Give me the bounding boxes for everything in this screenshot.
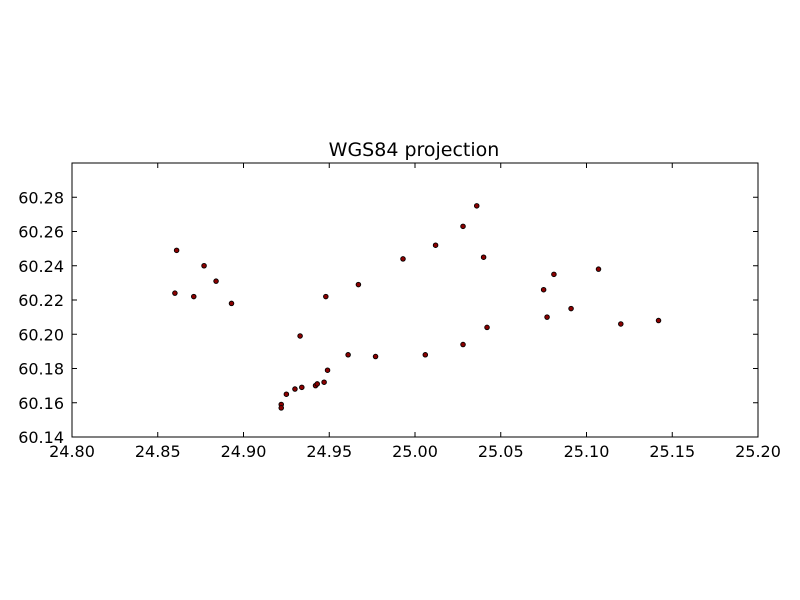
- data-point: [283, 391, 290, 397]
- data-point: [544, 314, 550, 320]
- data-point: [595, 266, 602, 272]
- data-point: [432, 242, 439, 248]
- data-point: [172, 290, 178, 296]
- data-point: [655, 317, 662, 324]
- chart-title: WGS84 projection: [329, 139, 500, 161]
- data-point: [568, 305, 574, 312]
- data-point: [422, 352, 429, 358]
- data-point: [323, 293, 329, 300]
- data-point: [213, 278, 219, 284]
- data-point: [201, 263, 207, 269]
- data-point: [299, 384, 305, 391]
- data-point: [321, 379, 327, 385]
- y-tick-label: 60.16: [18, 394, 64, 413]
- data-point: [292, 386, 298, 392]
- data-point: [460, 223, 466, 230]
- data-point: [484, 324, 490, 331]
- y-tick-label: 60.28: [18, 188, 64, 207]
- data-point: [355, 281, 362, 288]
- x-tick-label: 24.80: [49, 442, 95, 461]
- axis-ticks: 24.80 24.85 24.90 24.95 25.00 25.05 25.10 25.15…: [18, 163, 781, 461]
- y-tick-label: 60.18: [18, 360, 64, 379]
- x-tick-label: 25.10: [564, 442, 610, 461]
- data-point: [228, 300, 235, 307]
- y-tick-label: 60.24: [18, 257, 64, 276]
- data-point: [473, 203, 480, 209]
- data-point: [345, 352, 351, 358]
- x-tick-label: 25.15: [649, 442, 695, 461]
- data-point: [297, 333, 303, 339]
- x-tick-label: 24.85: [135, 442, 181, 461]
- x-tick-label: 24.95: [306, 442, 352, 461]
- data-point: [540, 286, 547, 293]
- data-point: [324, 367, 331, 373]
- data-point: [372, 353, 379, 360]
- data-point: [278, 405, 284, 411]
- data-point: [173, 247, 180, 254]
- data-points: [172, 203, 662, 411]
- y-tick-label: 60.14: [18, 428, 64, 447]
- data-point: [618, 321, 624, 327]
- data-point: [480, 254, 487, 260]
- x-tick-label: 25.05: [478, 442, 524, 461]
- y-tick-label: 60.22: [18, 291, 64, 310]
- plot-area-frame: [71, 162, 759, 438]
- x-tick-label: 25.00: [392, 442, 438, 461]
- data-point: [460, 341, 466, 348]
- y-tick-label: 60.26: [18, 223, 64, 242]
- data-point: [314, 381, 320, 387]
- x-tick-label: 24.90: [221, 442, 267, 461]
- data-point: [191, 293, 197, 300]
- x-tick-label: 25.20: [735, 442, 781, 461]
- data-point: [551, 271, 557, 278]
- y-tick-label: 60.20: [18, 325, 64, 344]
- data-point: [400, 256, 406, 262]
